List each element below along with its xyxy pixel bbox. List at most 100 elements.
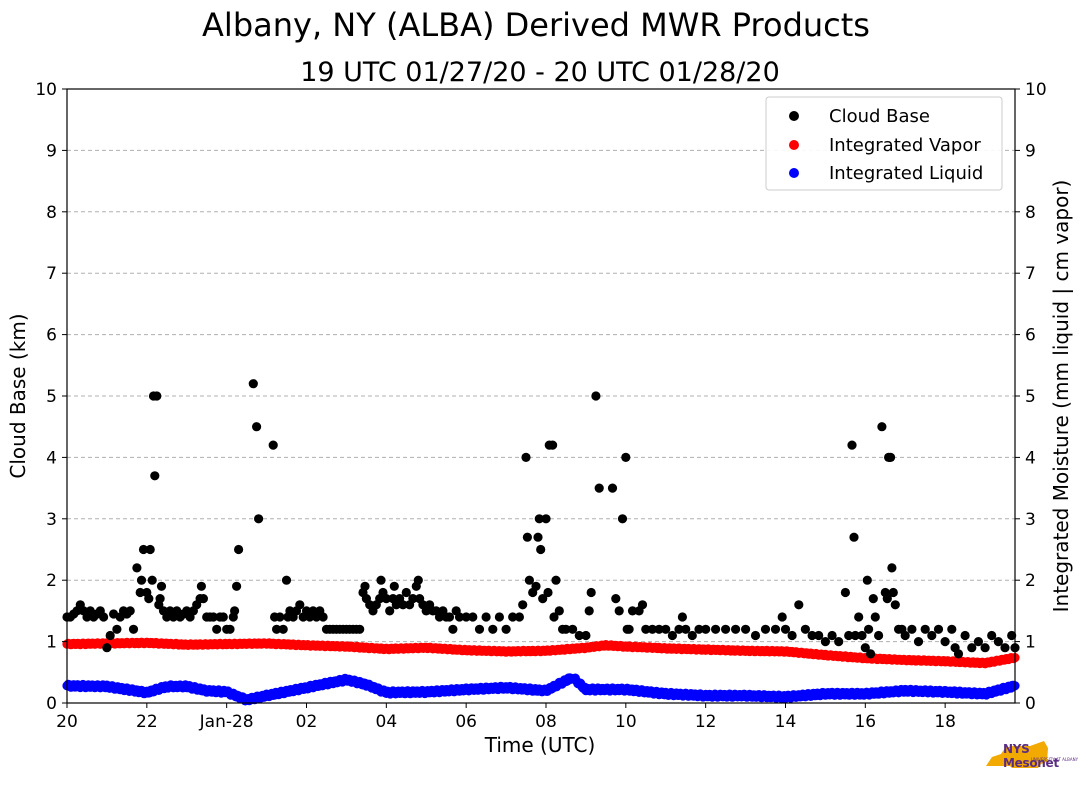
point-cloud-base	[105, 630, 115, 641]
point-cloud-base	[607, 483, 618, 493]
point-cloud-base	[947, 624, 957, 634]
y-axis-label-left: Cloud Base (km)	[6, 313, 30, 478]
point-cloud-base	[711, 624, 721, 634]
point-cloud-base	[844, 630, 854, 641]
point-cloud-base	[591, 391, 601, 401]
point-cloud-base	[621, 452, 631, 462]
point-cloud-base	[953, 649, 964, 659]
point-cloud-base	[561, 624, 571, 634]
legend-label-integrated-vapor: Integrated Vapor	[829, 135, 981, 156]
y-tick-label-right: 9	[1025, 141, 1036, 161]
point-cloud-base	[281, 575, 292, 585]
point-cloud-base	[617, 514, 628, 524]
point-cloud-base	[731, 624, 741, 634]
point-cloud-base	[196, 581, 206, 591]
point-cloud-base	[807, 630, 817, 641]
point-cloud-base	[960, 630, 970, 641]
point-cloud-base	[232, 581, 242, 591]
y-tick-label-left: 10	[35, 80, 57, 100]
point-cloud-base	[501, 624, 511, 634]
point-cloud-base	[887, 563, 897, 573]
point-cloud-base	[481, 612, 491, 622]
y-ticks-left: 0 1 2 3 4 5 6 7 8 9 10	[35, 80, 67, 714]
legend-label-integrated-liquid: Integrated Liquid	[829, 163, 983, 184]
point-cloud-base	[581, 630, 591, 641]
point-cloud-base	[584, 606, 594, 616]
y-tick-label-right: 8	[1025, 203, 1036, 223]
new-york-state-icon	[986, 741, 1048, 768]
point-cloud-base	[890, 600, 900, 610]
point-cloud-base	[254, 514, 264, 524]
point-cloud-base	[152, 391, 162, 401]
point-cloud-base	[474, 624, 485, 634]
point-cloud-base	[551, 575, 561, 585]
point-cloud-base	[230, 606, 240, 616]
point-cloud-base	[538, 594, 548, 604]
point-cloud-base	[536, 544, 546, 555]
point-cloud-base	[355, 624, 365, 634]
y-tick-label-left: 8	[46, 203, 57, 223]
point-cloud-base	[907, 624, 917, 634]
y-tick-label-right: 6	[1025, 326, 1036, 346]
point-cloud-base	[385, 606, 395, 616]
point-cloud-base	[760, 624, 771, 634]
point-cloud-base	[295, 600, 305, 610]
point-cloud-base	[524, 575, 535, 585]
point-cloud-base	[541, 514, 551, 524]
y-tick-label-left: 5	[46, 387, 57, 407]
point-cloud-base	[448, 624, 458, 634]
point-cloud-base	[777, 612, 787, 622]
point-cloud-base	[408, 594, 418, 604]
point-cloud-base	[800, 624, 811, 634]
point-cloud-base	[677, 612, 688, 622]
point-cloud-base	[138, 544, 149, 555]
data-marks	[62, 379, 1020, 706]
y-axis-label-right: Integrated Moisture (mm liquid | cm vapo…	[1049, 180, 1073, 613]
legend-label-cloud-base: Cloud Base	[829, 106, 930, 127]
point-cloud-base	[933, 624, 944, 634]
point-cloud-base	[225, 624, 235, 634]
point-cloud-base	[787, 630, 797, 641]
point-cloud-base	[268, 440, 278, 450]
y-tick-label-right: 2	[1025, 571, 1036, 591]
point-cloud-base	[920, 624, 930, 634]
point-cloud-base	[701, 624, 711, 634]
point-cloud-base	[654, 624, 664, 634]
x-axis-label: Time (UTC)	[484, 733, 596, 757]
chart-title: Albany, NY (ALBA) Derived MWR Products	[202, 6, 870, 44]
point-cloud-base	[993, 637, 1004, 647]
point-cloud-base	[278, 624, 288, 634]
point-cloud-base	[940, 637, 950, 647]
point-cloud-base	[1007, 630, 1017, 641]
point-cloud-base	[967, 643, 977, 653]
x-tick-label: 06	[455, 712, 477, 732]
point-cloud-base	[741, 624, 751, 634]
y-tick-label-right: 5	[1025, 387, 1036, 407]
chart-subtitle: 19 UTC 01/27/20 - 20 UTC 01/28/20	[300, 57, 780, 88]
x-ticks: 20 22 Jan-28 02 04 06 08 10 12 14 16 18	[56, 703, 956, 732]
y-tick-label-left: 3	[46, 510, 57, 530]
y-tick-label-left: 7	[46, 264, 57, 284]
x-tick-label: 02	[296, 712, 318, 732]
point-cloud-base	[637, 600, 648, 610]
point-cloud-base	[218, 612, 228, 622]
y-tick-label-right: 10	[1025, 80, 1047, 100]
point-cloud-base	[128, 624, 139, 634]
logo-wordmark: NYS Mesonet	[1003, 742, 1059, 770]
point-cloud-base	[868, 594, 878, 604]
legend-marker-integrated-liquid	[789, 168, 799, 178]
point-cloud-base	[531, 581, 541, 591]
point-cloud-base	[132, 563, 142, 573]
point-cloud-base	[252, 422, 262, 432]
point-cloud-base	[376, 575, 386, 585]
point-cloud-base	[360, 581, 370, 591]
point-cloud-base	[866, 649, 876, 659]
point-cloud-base	[870, 612, 880, 622]
point-cloud-base	[212, 624, 222, 634]
point-cloud-base	[1000, 643, 1010, 653]
point-cloud-base	[198, 594, 208, 604]
point-cloud-base	[401, 587, 411, 598]
logo-subtext: UNIVERSITY AT ALBANY	[1031, 757, 1079, 762]
x-tick-label: Jan-28	[199, 712, 254, 732]
